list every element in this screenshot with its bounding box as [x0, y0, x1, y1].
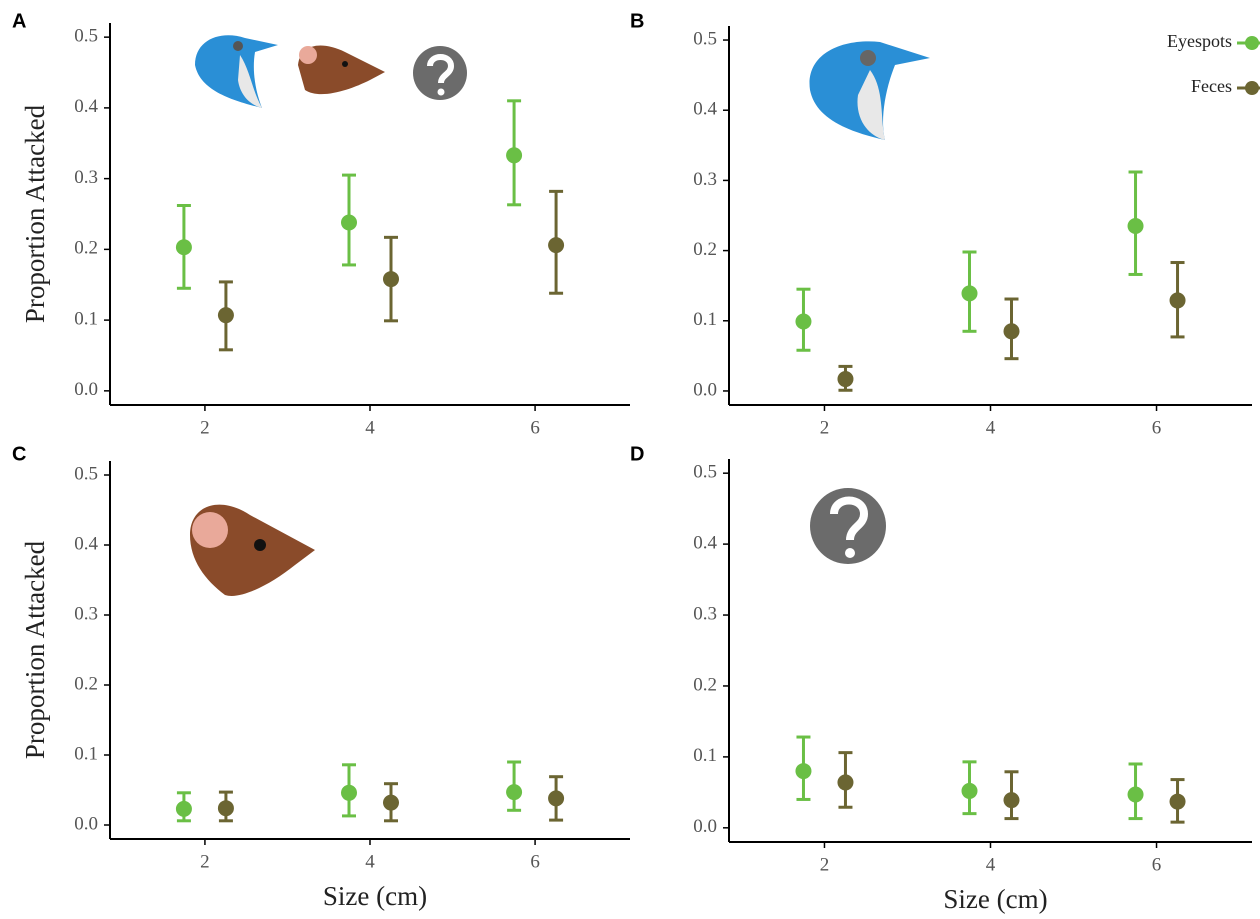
y-tick-label: 0.1: [693, 309, 717, 330]
x-tick-label: 6: [530, 417, 540, 438]
panel-label: B: [630, 10, 644, 32]
x-tick-label: 6: [1152, 854, 1162, 875]
point: [837, 774, 853, 790]
point: [506, 147, 522, 163]
point: [1004, 792, 1020, 808]
x-axis-label: Size (cm): [943, 884, 1047, 914]
point: [1004, 323, 1020, 339]
y-tick-label: 0.4: [693, 532, 717, 553]
legend-label: Feces: [1191, 76, 1232, 96]
x-tick-label: 6: [530, 851, 540, 872]
point: [548, 237, 564, 253]
point: [837, 371, 853, 387]
y-tick-label: 0.1: [74, 743, 98, 764]
point: [383, 795, 399, 811]
y-tick-label: 0.2: [693, 674, 717, 695]
rat-icon: [190, 505, 315, 596]
y-tick-label: 0.3: [693, 603, 717, 624]
panel-label: C: [12, 443, 26, 465]
point: [795, 313, 811, 329]
point: [1128, 786, 1144, 802]
y-tick-label: 0.0: [74, 379, 98, 400]
y-tick-label: 0.5: [693, 462, 717, 483]
figure: A 0.0 0.1 0.2 0.3 0.4 0.5 2 4 6 Proportion Attacke…: [0, 0, 1260, 919]
y-tick-label: 0.5: [693, 28, 717, 49]
y-tick-label: 0.0: [693, 816, 717, 837]
unknown-icon: [810, 488, 886, 564]
legend-label: Eyespots: [1167, 31, 1232, 51]
y-tick-label: 0.2: [74, 238, 98, 259]
x-tick-label: 4: [365, 851, 375, 872]
point: [962, 783, 978, 799]
y-tick-label: 0.1: [693, 745, 717, 766]
y-axis-label: Proportion Attacked: [20, 540, 50, 759]
point: [176, 801, 192, 817]
x-tick-label: 2: [820, 417, 830, 438]
x-tick-label: 4: [986, 854, 996, 875]
x-axis-label: Size (cm): [323, 881, 427, 911]
point: [176, 239, 192, 255]
panel-label: D: [630, 443, 644, 465]
point: [548, 790, 564, 806]
jay-icon: [195, 35, 278, 108]
y-axis-label: Proportion Attacked: [20, 104, 50, 323]
point: [218, 800, 234, 816]
jay-icon: [810, 41, 930, 140]
x-tick-label: 4: [365, 417, 375, 438]
panel-label: A: [12, 10, 26, 32]
unknown-icon: [413, 46, 467, 100]
y-tick-label: 0.4: [74, 96, 98, 117]
point: [1170, 292, 1186, 308]
y-tick-label: 0.1: [74, 308, 98, 329]
legend-dot: [1245, 36, 1259, 50]
y-tick-label: 0.2: [693, 239, 717, 260]
legend-dot: [1245, 81, 1259, 95]
point: [341, 214, 357, 230]
point: [795, 763, 811, 779]
point: [506, 784, 522, 800]
y-tick-label: 0.5: [74, 26, 98, 47]
x-tick-label: 4: [986, 417, 996, 438]
point: [383, 271, 399, 287]
point: [218, 307, 234, 323]
x-tick-label: 2: [200, 417, 210, 438]
point: [1170, 794, 1186, 810]
y-tick-label: 0.5: [74, 463, 98, 484]
x-tick-label: 6: [1152, 417, 1162, 438]
x-tick-label: 2: [200, 851, 210, 872]
x-tick-label: 2: [820, 854, 830, 875]
point: [1128, 218, 1144, 234]
point: [341, 785, 357, 801]
rat-icon: [298, 46, 385, 95]
y-tick-label: 0.3: [693, 169, 717, 190]
y-tick-label: 0.0: [693, 379, 717, 400]
y-tick-label: 0.3: [74, 603, 98, 624]
y-tick-label: 0.0: [74, 813, 98, 834]
y-tick-label: 0.2: [74, 673, 98, 694]
y-tick-label: 0.4: [693, 99, 717, 120]
y-tick-label: 0.3: [74, 167, 98, 188]
point: [962, 285, 978, 301]
y-tick-label: 0.4: [74, 533, 98, 554]
